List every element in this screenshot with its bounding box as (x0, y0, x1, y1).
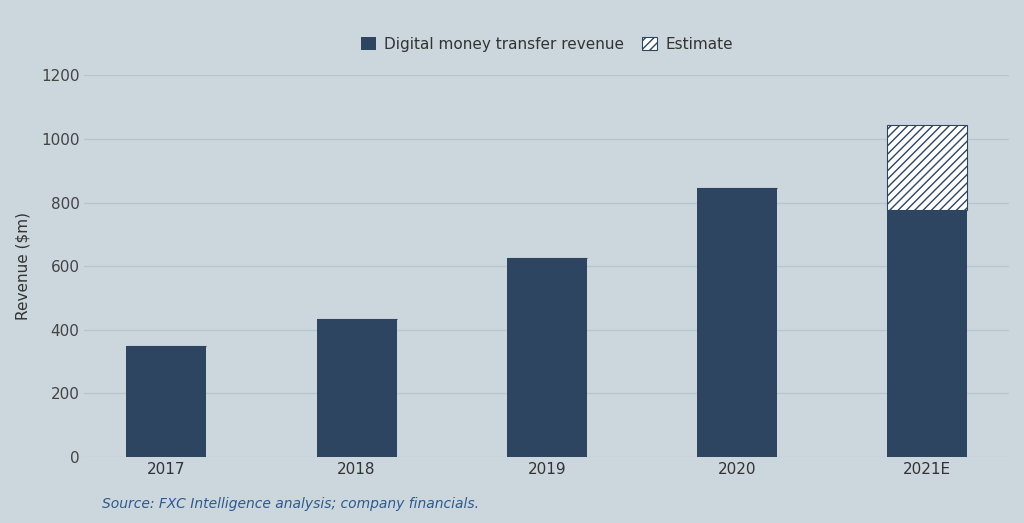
Bar (316, 319, 396, 457)
Bar (887, 210, 967, 457)
Legend: Digital money transfer revenue, Estimate: Digital money transfer revenue, Estimate (357, 33, 735, 54)
Bar (697, 188, 777, 457)
Y-axis label: Revenue ($m): Revenue ($m) (15, 212, 30, 320)
Bar (507, 258, 587, 457)
Bar (127, 346, 207, 457)
Bar (887, 124, 967, 210)
Text: Source: FXC Intelligence analysis; company financials.: Source: FXC Intelligence analysis; compa… (102, 497, 479, 511)
